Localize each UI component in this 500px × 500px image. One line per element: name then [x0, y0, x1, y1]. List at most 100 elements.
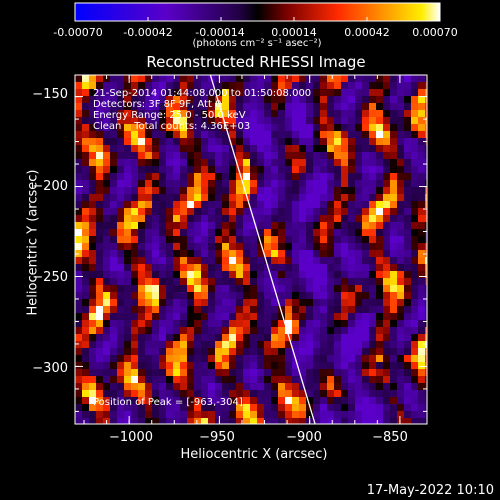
heatmap-cell: [299, 96, 307, 104]
heatmap-cell: [341, 215, 349, 223]
heatmap-cell: [124, 131, 132, 139]
heatmap-cell: [418, 215, 426, 223]
heatmap-cell: [75, 278, 83, 286]
heatmap-cell: [166, 369, 174, 377]
heatmap-cell: [166, 411, 174, 419]
heatmap-cell: [404, 166, 412, 174]
heatmap-cell: [320, 362, 328, 370]
heatmap-cell: [278, 250, 286, 258]
heatmap-cell: [166, 271, 174, 279]
heatmap-cell: [103, 222, 111, 230]
heatmap-cell: [425, 222, 427, 230]
heatmap-cell: [159, 313, 167, 321]
heatmap-cell: [222, 201, 230, 209]
heatmap-cell: [257, 320, 265, 328]
heatmap-cell: [215, 180, 223, 188]
heatmap-cell: [180, 362, 188, 370]
heatmap-cell: [411, 138, 419, 146]
heatmap-cell: [131, 173, 139, 181]
heatmap-cell: [194, 110, 202, 118]
heatmap-cell: [278, 236, 286, 244]
heatmap-cell: [306, 383, 314, 391]
heatmap-cell: [243, 313, 251, 321]
heatmap-cell: [404, 131, 412, 139]
heatmap-cell: [124, 194, 132, 202]
heatmap-cell: [201, 257, 209, 265]
heatmap-cell: [131, 404, 139, 412]
heatmap-cell: [229, 418, 237, 424]
heatmap-cell: [166, 418, 174, 424]
heatmap-cell: [187, 117, 195, 125]
heatmap-cell: [348, 229, 356, 237]
heatmap-cell: [89, 376, 97, 384]
heatmap-cell: [257, 103, 265, 111]
heatmap-cell: [271, 131, 279, 139]
heatmap-cell: [264, 285, 272, 293]
heatmap-cell: [103, 250, 111, 258]
heatmap-cell: [341, 117, 349, 125]
heatmap-cell: [292, 82, 300, 90]
heatmap-cell: [327, 103, 335, 111]
heatmap-cell: [306, 278, 314, 286]
heatmap-cell: [348, 404, 356, 412]
heatmap-cell: [159, 201, 167, 209]
heatmap-cell: [201, 306, 209, 314]
heatmap-cell: [271, 397, 279, 405]
heatmap-cell: [208, 411, 216, 419]
heatmap-cell: [376, 299, 384, 307]
heatmap-cell: [75, 264, 83, 272]
heatmap-cell: [397, 327, 405, 335]
heatmap-cell: [166, 145, 174, 153]
heatmap-cell: [208, 201, 216, 209]
heatmap-cell: [418, 355, 426, 363]
heatmap-cell: [383, 257, 391, 265]
heatmap-cell: [159, 292, 167, 300]
heatmap-cell: [250, 222, 258, 230]
heatmap-cell: [278, 341, 286, 349]
heatmap-cell: [418, 159, 426, 167]
heatmap-cell: [145, 229, 153, 237]
heatmap-cell: [82, 138, 90, 146]
heatmap-cell: [271, 292, 279, 300]
heatmap-cell: [250, 236, 258, 244]
heatmap-cell: [397, 117, 405, 125]
heatmap-cell: [243, 348, 251, 356]
heatmap-cell: [292, 250, 300, 258]
heatmap-cell: [355, 117, 363, 125]
heatmap-cell: [369, 159, 377, 167]
heatmap-cell: [306, 159, 314, 167]
heatmap-cell: [110, 278, 118, 286]
heatmap-cell: [390, 159, 398, 167]
heatmap-cell: [103, 411, 111, 419]
heatmap-cell: [215, 376, 223, 384]
heatmap-cell: [418, 334, 426, 342]
heatmap-cell: [103, 327, 111, 335]
heatmap-cell: [236, 96, 244, 104]
heatmap-cell: [418, 75, 426, 83]
heatmap-cell: [313, 383, 321, 391]
heatmap-cell: [131, 320, 139, 328]
heatmap-cell: [96, 257, 104, 265]
heatmap-cell: [187, 341, 195, 349]
heatmap-cell: [285, 285, 293, 293]
heatmap-cell: [124, 229, 132, 237]
heatmap-cell: [215, 264, 223, 272]
heatmap-cell: [117, 166, 125, 174]
heatmap-cell: [236, 250, 244, 258]
heatmap-cell: [355, 208, 363, 216]
heatmap-cell: [75, 117, 83, 125]
heatmap-cell: [271, 418, 279, 424]
heatmap-cell: [369, 369, 377, 377]
heatmap-cell: [243, 145, 251, 153]
heatmap-cell: [292, 299, 300, 307]
heatmap-cell: [397, 376, 405, 384]
heatmap-cell: [103, 292, 111, 300]
heatmap-cell: [138, 215, 146, 223]
heatmap-cell: [264, 320, 272, 328]
heatmap-cell: [390, 390, 398, 398]
heatmap-cell: [404, 313, 412, 321]
heatmap-cell: [166, 96, 174, 104]
heatmap-cell: [320, 215, 328, 223]
heatmap-cell: [110, 362, 118, 370]
heatmap-cell: [313, 215, 321, 223]
